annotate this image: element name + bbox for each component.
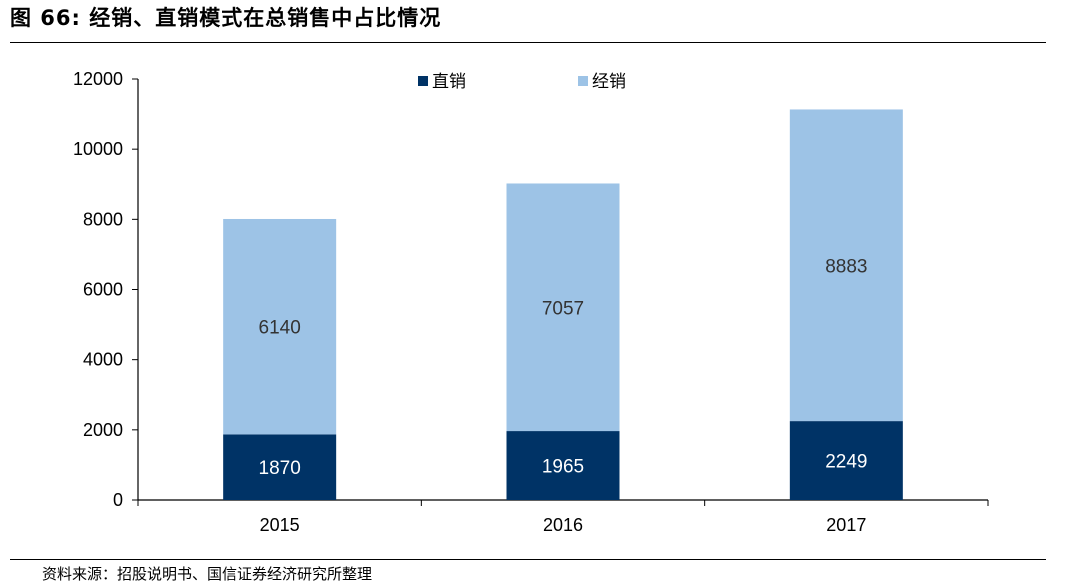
data-label: 1965 (542, 457, 584, 478)
title-divider (10, 42, 1046, 43)
bar-dealer (506, 183, 620, 432)
bar-direct (789, 421, 903, 500)
bar-direct (223, 434, 337, 500)
y-tick-label: 2000 (83, 420, 123, 440)
y-tick-label: 4000 (83, 350, 123, 370)
source-divider (10, 559, 1046, 560)
legend-swatch (418, 76, 428, 86)
data-label: 8883 (825, 256, 867, 277)
data-label: 1870 (259, 458, 301, 479)
source-note: 资料来源：招股说明书、国信证券经济研究所整理 (42, 565, 373, 583)
x-tick-label: 2016 (543, 515, 583, 535)
y-tick-label: 0 (113, 490, 123, 510)
x-tick-label: 2017 (826, 515, 866, 535)
legend-label: 经销 (592, 72, 626, 92)
y-tick-label: 12000 (73, 69, 123, 89)
x-tick-label: 2015 (260, 515, 300, 535)
y-tick-label: 8000 (83, 209, 123, 229)
y-tick-label: 6000 (83, 280, 123, 300)
legend-label: 直销 (432, 72, 466, 92)
bar-dealer (223, 218, 337, 435)
bar-direct (506, 431, 620, 500)
data-label: 6140 (259, 318, 301, 339)
y-tick-label: 10000 (73, 139, 123, 159)
legend-swatch (578, 76, 588, 86)
data-label: 2249 (825, 452, 867, 473)
data-label: 7057 (542, 298, 584, 319)
bar-dealer (789, 109, 903, 422)
figure-title: 图 66: 经销、直销模式在总销售中占比情况 (10, 6, 442, 30)
